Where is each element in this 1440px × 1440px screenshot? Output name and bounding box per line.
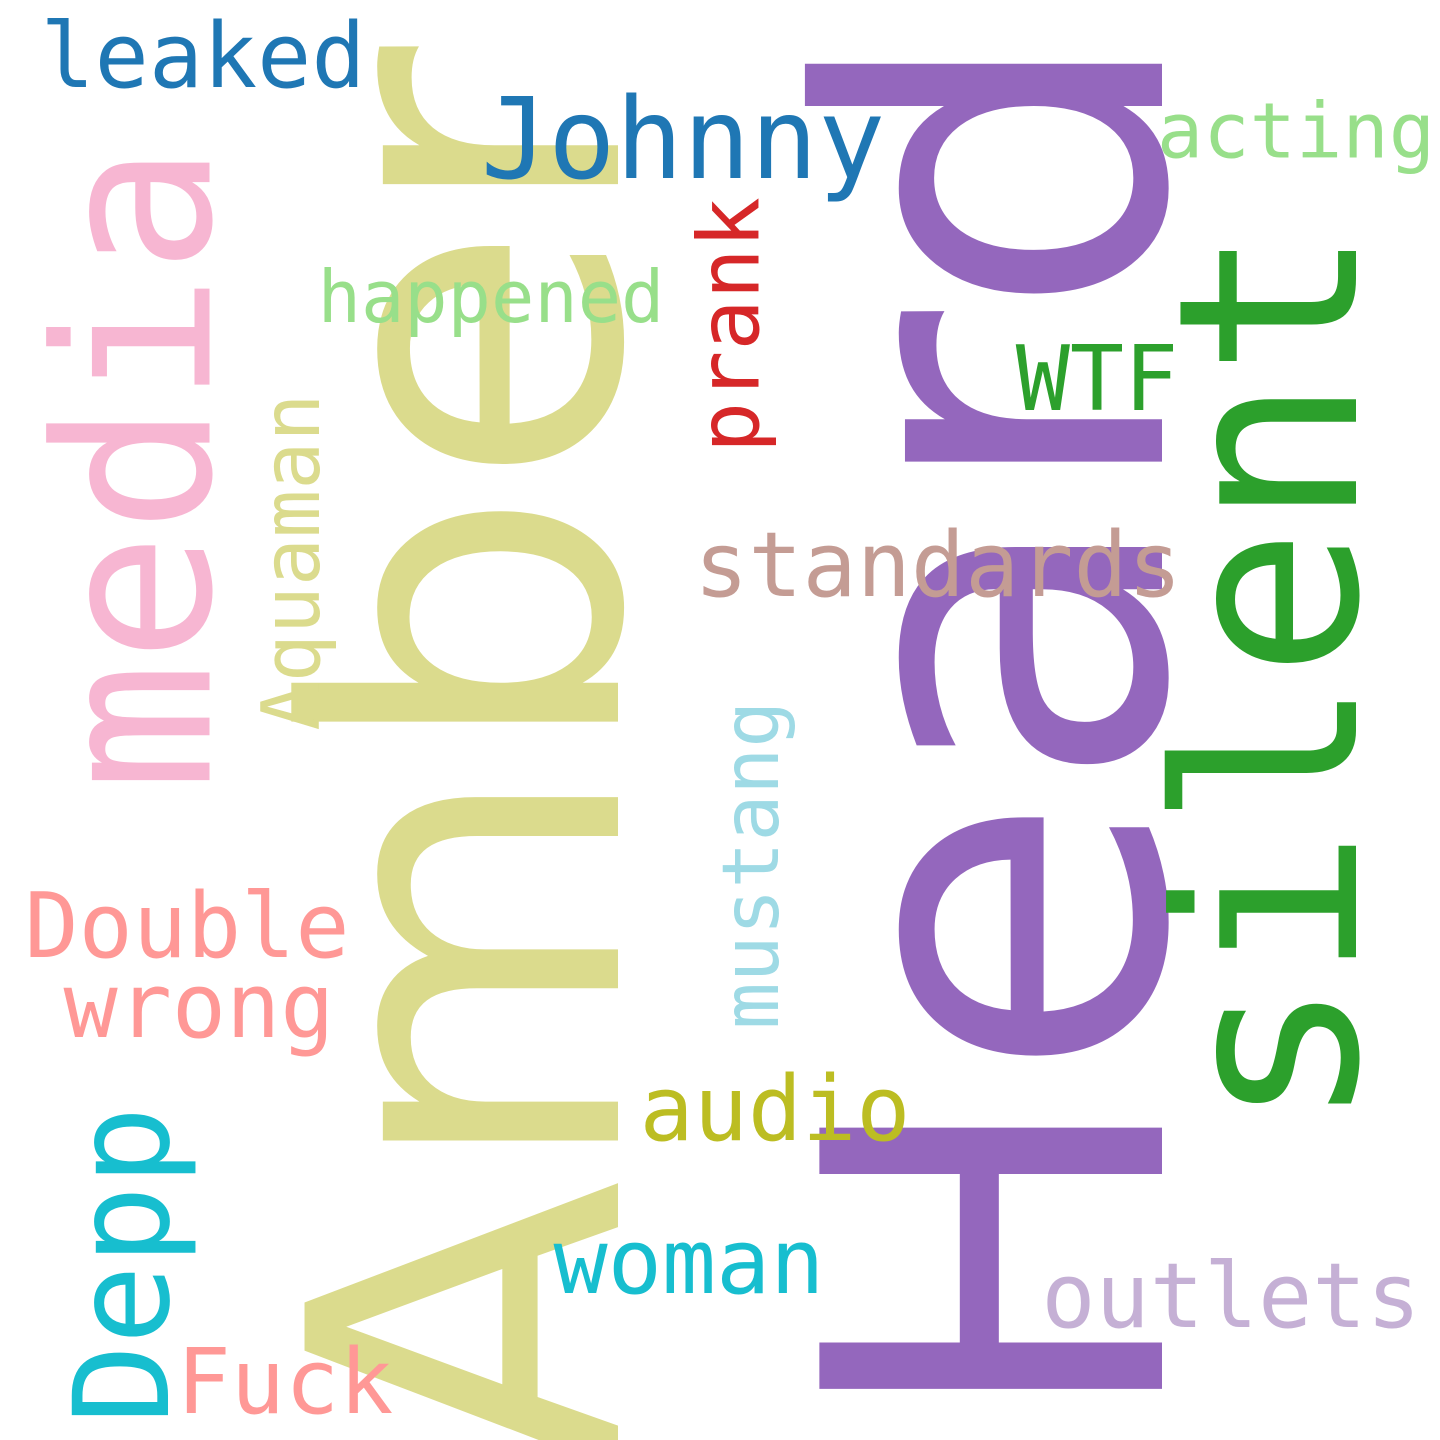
word-media: media	[9, 144, 261, 792]
word-silent: silent	[1124, 226, 1415, 1130]
word-leaked: leaked	[40, 4, 366, 109]
word-audio: audio	[639, 1057, 911, 1162]
word-johnny: Johnny	[480, 75, 886, 205]
word-standards: standards	[694, 513, 1182, 618]
word-depp: Depp	[46, 1106, 200, 1424]
word-outlets: outlets	[1041, 1244, 1421, 1349]
word-happened: happened	[317, 255, 665, 339]
word-aquaman: Aquaman	[245, 393, 338, 731]
word-mustang: mustang	[707, 700, 797, 1030]
word-woman: woman	[553, 1210, 825, 1315]
word-wrong: wrong	[63, 954, 335, 1059]
word-acting: acting	[1156, 87, 1436, 177]
word-double: Double	[24, 874, 350, 979]
word-prank: prank	[680, 197, 780, 453]
word-fuck: Fuck	[176, 1330, 394, 1435]
word-wtf: WTF	[1015, 327, 1179, 432]
